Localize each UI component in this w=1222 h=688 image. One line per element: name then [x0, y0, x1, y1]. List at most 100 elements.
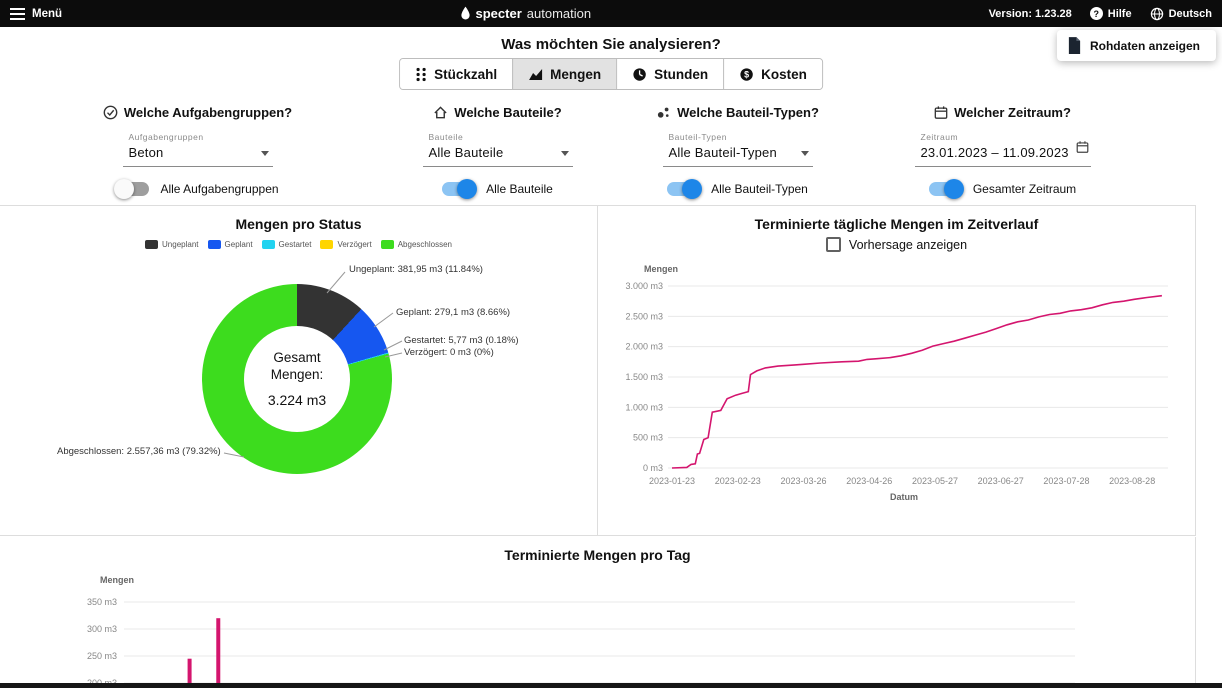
field-label: Zeitraum	[920, 132, 959, 142]
toggle-row: Gesamter Zeitraum	[928, 179, 1077, 199]
toggle-label: Alle Bauteil-Typen	[711, 182, 808, 196]
money-icon: $	[740, 67, 753, 81]
gesamter-zeitraum-switch[interactable]	[928, 179, 964, 199]
svg-text:250 m3: 250 m3	[87, 651, 117, 661]
brand-bold: specter	[475, 6, 522, 21]
alle-bauteile-switch[interactable]	[442, 179, 478, 199]
legend-label: Gestartet	[278, 240, 312, 249]
tab-kosten[interactable]: $ Kosten	[723, 59, 822, 89]
calendar-picker-button[interactable]	[1076, 140, 1089, 159]
line-chart-grid	[668, 285, 1168, 469]
filter-title-label: Welche Bauteile?	[454, 105, 562, 120]
svg-text:$: $	[744, 69, 749, 79]
menu-button[interactable]: Menü	[10, 7, 63, 20]
home-icon	[434, 106, 447, 119]
callout-geplant: Geplant: 279,1 m3 (8.66%)	[396, 307, 511, 318]
svg-text:2023-06-27: 2023-06-27	[978, 476, 1024, 486]
svg-text:2.500 m3: 2.500 m3	[625, 311, 663, 321]
bauteil-typen-select[interactable]: Bauteil-Typen Alle Bauteil-Typen	[662, 130, 813, 167]
checkmark-circle-icon	[103, 105, 118, 120]
legend-item: Ungeplant	[145, 240, 199, 249]
filter-title: Welche Bauteil-Typen?	[656, 105, 819, 120]
legend-item: Gestartet	[261, 240, 312, 249]
switch-knob	[457, 179, 478, 199]
forecast-checkbox[interactable]	[825, 237, 841, 252]
svg-text:3.000 m3: 3.000 m3	[625, 281, 663, 291]
svg-text:2023-01-23: 2023-01-23	[649, 476, 695, 486]
forecast-checkbox-label: Vorhersage anzeigen	[848, 237, 968, 252]
legend-label: Abgeschlossen	[397, 240, 452, 249]
bottom-scrollbar[interactable]	[0, 683, 1222, 688]
legend-swatch	[320, 240, 334, 249]
callout-verzoegert: Verzögert: 0 m3 (0%)	[404, 347, 494, 358]
area-chart-icon	[529, 69, 543, 80]
bauteile-select[interactable]: Bauteile Alle Bauteile	[422, 130, 573, 167]
filter-bauteil-typen: Welche Bauteil-Typen? Bauteil-Typen Alle…	[640, 105, 835, 199]
y-axis-caption: Mengen	[644, 264, 678, 274]
svg-text:200 m3: 200 m3	[87, 678, 117, 683]
help-label: Hilfe	[1107, 7, 1132, 20]
bar-chart: Mengen 350 m3 300 m3 250 m3 200 m3	[87, 575, 1075, 683]
filter-title-label: Welche Bauteil-Typen?	[677, 105, 819, 120]
svg-text:2023-07-28: 2023-07-28	[1043, 476, 1089, 486]
zeitraum-field[interactable]: Zeitraum 23.01.2023 – 11.09.2023	[914, 130, 1091, 167]
tab-stunden[interactable]: Stunden	[616, 59, 724, 89]
brand-light: automation	[526, 6, 592, 21]
field-label: Aufgabengruppen	[128, 132, 204, 142]
callout-abgeschlossen: Abgeschlossen: 2.557,36 m3 (79.32%)	[57, 446, 221, 457]
calendar-icon	[1076, 141, 1088, 153]
header-right: Version: 1.23.28 ? Hilfe Deutsch	[989, 7, 1212, 21]
donut-center: Gesamt Mengen: 3.224 m3	[244, 326, 350, 432]
legend-item: Verzögert	[320, 240, 372, 249]
tab-label: Kosten	[761, 66, 807, 82]
globe-icon	[1150, 7, 1163, 20]
brand: specter automation	[460, 6, 592, 21]
filter-title-label: Welche Aufgabengruppen?	[123, 105, 293, 120]
line-chart-series	[671, 294, 1162, 469]
aufgabengruppen-select[interactable]: Aufgabengruppen Beton	[122, 130, 273, 167]
alle-aufgabengruppen-switch[interactable]	[114, 179, 150, 199]
drag-dots-icon	[416, 67, 426, 81]
tab-mengen[interactable]: Mengen	[512, 59, 617, 89]
legend-label: Verzögert	[337, 240, 372, 249]
filter-bauteile: Welche Bauteile? Bauteile Alle Bauteile …	[400, 105, 595, 199]
show-raw-data-label: Rohdaten anzeigen	[1089, 38, 1200, 53]
chevron-down-icon	[560, 151, 569, 156]
field-value: 23.01.2023 – 11.09.2023	[920, 145, 1069, 160]
menu-label: Menü	[32, 7, 63, 20]
svg-text:1.500 m3: 1.500 m3	[625, 372, 663, 382]
svg-text:2023-03-26: 2023-03-26	[780, 476, 826, 486]
legend-swatch	[207, 240, 221, 249]
legend-item: Abgeschlossen	[380, 240, 452, 249]
header-left: Menü	[10, 7, 63, 20]
field-label: Bauteil-Typen	[668, 132, 727, 142]
show-raw-data-menu-item[interactable]: Rohdaten anzeigen	[1056, 30, 1216, 61]
filter-aufgabengruppen: Welche Aufgabengruppen? Aufgabengruppen …	[90, 105, 305, 199]
filter-title-label: Welcher Zeitraum?	[954, 105, 1071, 120]
clock-icon	[633, 67, 646, 81]
top-bar: Menü specter automation Version: 1.23.28…	[0, 0, 1222, 27]
alle-bauteil-typen-switch[interactable]	[667, 179, 703, 199]
switch-knob	[943, 179, 964, 199]
toggle-label: Alle Bauteile	[486, 182, 553, 196]
tab-stueckzahl[interactable]: Stückzahl	[400, 59, 513, 89]
legend-label: Geplant	[224, 240, 253, 249]
svg-text:2023-02-23: 2023-02-23	[715, 476, 761, 486]
chevron-down-icon	[260, 151, 269, 156]
specter-logo-icon	[460, 6, 470, 20]
switch-knob	[682, 179, 703, 199]
version-label: Version: 1.23.28	[988, 7, 1072, 20]
forecast-checkbox-row: Vorhersage anzeigen	[598, 237, 1195, 252]
svg-text:2.000 m3: 2.000 m3	[625, 342, 663, 352]
bar-chart-title: Terminierte Mengen pro Tag	[504, 547, 691, 563]
x-axis-caption: Datum	[890, 492, 918, 502]
toggle-row: Alle Bauteil-Typen	[667, 179, 808, 199]
toggle-label: Alle Aufgabengruppen	[160, 182, 279, 196]
line-chart: Mengen Datum 0 m3 500 m3 1.000 m3 1.500 m3 2…	[625, 264, 1168, 502]
toggle-label: Gesamter Zeitraum	[972, 182, 1077, 196]
calendar-icon	[934, 106, 948, 119]
help-button[interactable]: ? Hilfe	[1089, 7, 1132, 20]
daily-bars-panel: Terminierte Mengen pro Tag Mengen 350 m3…	[0, 537, 1196, 683]
language-button[interactable]: Deutsch	[1150, 7, 1212, 21]
switch-knob	[114, 179, 135, 199]
